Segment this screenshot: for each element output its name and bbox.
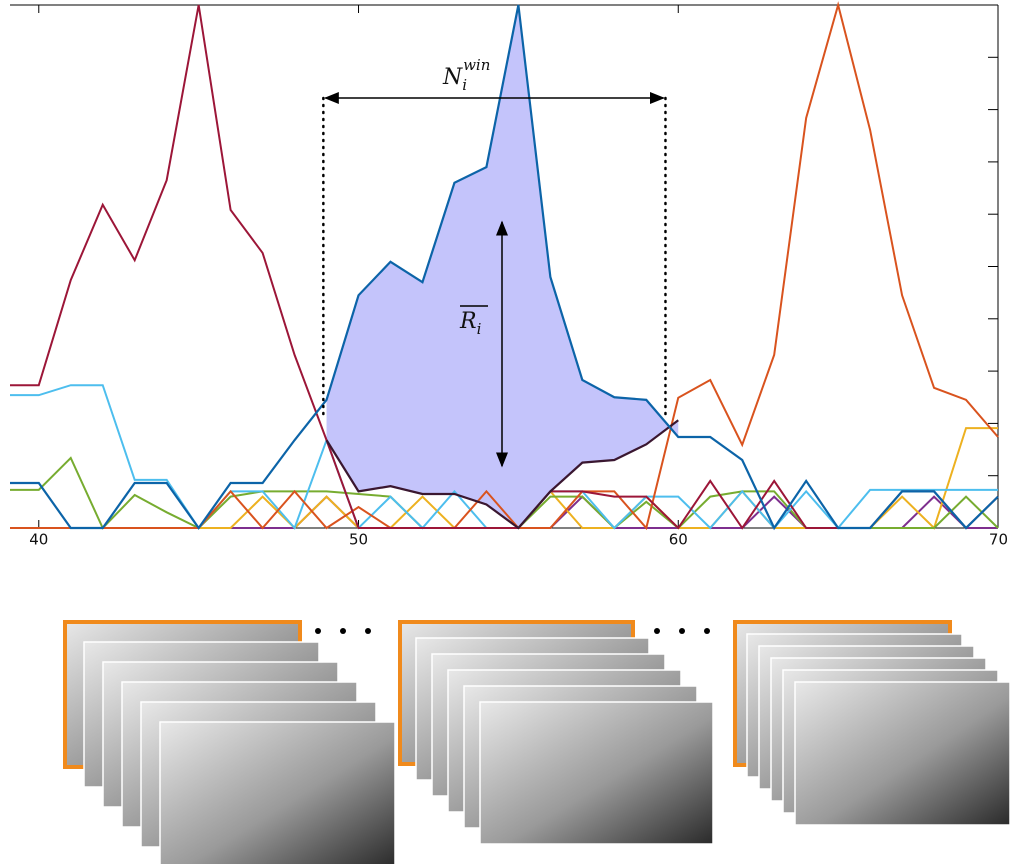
window-label: Ni win — [442, 56, 490, 94]
x-tick-label: 40 — [29, 531, 48, 549]
window-label-sup: win — [463, 56, 490, 74]
x-tick-label: 50 — [349, 531, 368, 549]
window-label-sub: i — [462, 76, 467, 94]
video-frame — [159, 721, 396, 864]
mean-label-sub: i — [477, 320, 482, 338]
ellipsis — [315, 628, 710, 634]
mean-label-base: R — [459, 309, 477, 334]
plot: 40 50 60 70 Ni win Ri — [10, 1, 1008, 549]
video-frame — [794, 681, 1010, 826]
frame-stacks — [63, 620, 1010, 864]
video-frame — [479, 701, 714, 845]
series-line — [10, 4, 999, 531]
series-line — [10, 1, 999, 531]
series-line — [10, 4, 999, 530]
x-tick-label: 60 — [669, 531, 688, 549]
window-label-base: N — [442, 65, 463, 90]
x-tick-label: 70 — [989, 531, 1008, 549]
series-line — [325, 419, 679, 530]
mean-label: Ri — [459, 309, 482, 338]
